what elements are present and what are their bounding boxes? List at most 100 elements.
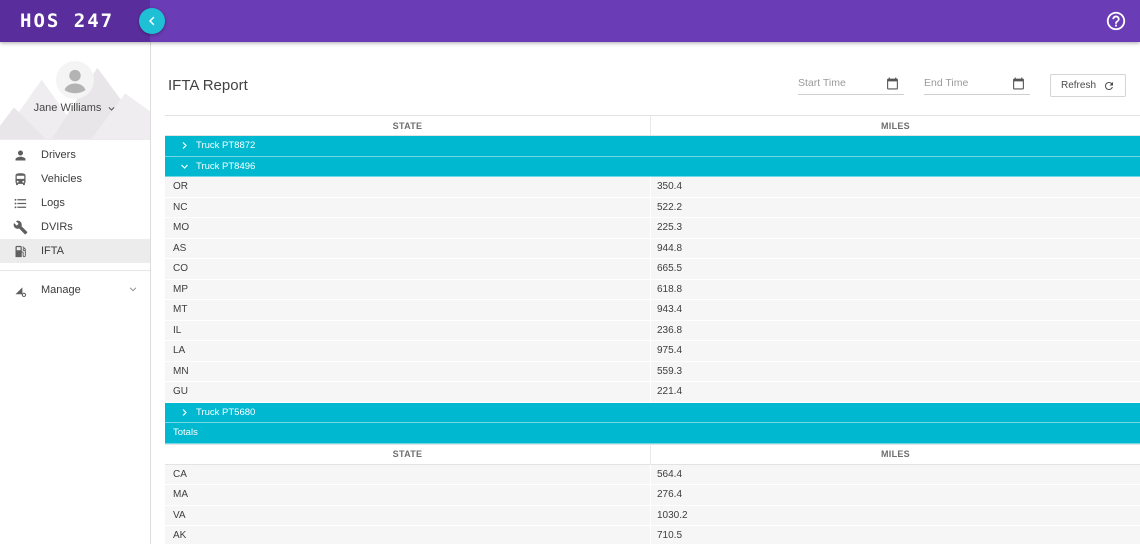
state-cell: NC	[173, 201, 188, 213]
table-header-row: STATE MILES	[165, 115, 1140, 136]
state-column-header: STATE	[392, 449, 423, 459]
state-cell: MN	[173, 365, 189, 377]
table-row: OR 350.4	[165, 177, 1140, 198]
state-cell: MO	[173, 222, 190, 234]
sidebar-item-label: Vehicles	[41, 173, 82, 185]
start-time-field	[797, 77, 904, 95]
table-row: LA 975.4	[165, 341, 1140, 362]
table-row: AK 710.5	[165, 526, 1140, 544]
miles-cell: 665.5	[650, 259, 1140, 279]
end-time-input[interactable]	[923, 77, 1012, 89]
totals-label: Totals	[173, 427, 198, 439]
help-button[interactable]	[1105, 10, 1127, 32]
miles-cell: 944.8	[650, 238, 1140, 258]
state-cell: CO	[173, 263, 188, 275]
sidebar-item-label: IFTA	[41, 245, 65, 257]
miles-cell: 618.8	[650, 279, 1140, 299]
main-content: IFTA Report Refresh STATE MILES	[151, 42, 1140, 544]
truck-group-row[interactable]: Truck PT8872	[165, 136, 1140, 157]
fuel-pump-icon	[15, 245, 26, 257]
table-row: MN 559.3	[165, 361, 1140, 382]
miles-cell: 522.2	[650, 197, 1140, 217]
refresh-button[interactable]: Refresh	[1049, 74, 1126, 97]
state-cell: CA	[173, 468, 187, 480]
user-profile[interactable]: Jane Williams	[0, 42, 150, 140]
miles-cell: 559.3	[650, 361, 1140, 381]
ruler-gear-icon	[15, 286, 27, 297]
miles-cell: 350.4	[650, 177, 1140, 197]
table-row: MA 276.4	[165, 485, 1140, 506]
chevron-left-icon	[149, 16, 155, 26]
page-title: IFTA Report	[168, 77, 248, 94]
table-row: NC 522.2	[165, 197, 1140, 218]
calendar-icon[interactable]	[886, 77, 899, 90]
sidebar-item-label: Manage	[41, 284, 81, 296]
miles-cell: 710.5	[650, 526, 1140, 544]
state-cell: VA	[173, 509, 186, 521]
sidebar-collapse-button[interactable]	[139, 8, 165, 34]
truck-group-row[interactable]: Truck PT5680	[165, 402, 1140, 423]
totals-row: Totals	[165, 423, 1140, 444]
table-row: GU 221.4	[165, 382, 1140, 403]
topbar: HOS 247	[0, 0, 1140, 42]
miles-cell: 225.3	[650, 218, 1140, 238]
truck-group-label: Truck PT8872	[196, 140, 256, 152]
page-header: IFTA Report Refresh	[151, 42, 1140, 115]
truck-group-label: Truck PT8496	[196, 160, 256, 172]
report-filters: Refresh	[797, 74, 1126, 97]
list-icon	[14, 198, 27, 208]
refresh-icon	[1105, 81, 1113, 90]
sidebar-item-label: Logs	[41, 197, 65, 209]
sidebar-item-logs[interactable]: Logs	[0, 191, 150, 215]
sidebar-item-drivers[interactable]: Drivers	[0, 143, 150, 167]
sidebar-item-label: Drivers	[41, 149, 76, 161]
miles-cell: 975.4	[650, 341, 1140, 361]
avatar	[56, 61, 94, 99]
state-cell: AK	[173, 530, 187, 542]
user-name: Jane Williams	[33, 102, 102, 114]
miles-cell: 943.4	[650, 300, 1140, 320]
table-header-row: STATE MILES	[165, 443, 1140, 465]
sidebar: Jane Williams Drivers Vehicles Logs DVIR…	[0, 42, 151, 544]
state-cell: GU	[173, 386, 188, 398]
miles-cell: 221.4	[650, 382, 1140, 402]
chevron-down-icon	[181, 164, 188, 169]
state-cell: IL	[173, 324, 182, 336]
miles-column-header: MILES	[650, 116, 1140, 135]
help-icon	[1106, 11, 1126, 31]
wrench-icon	[13, 220, 28, 234]
manage-expand-chevron	[128, 284, 138, 297]
ifta-table-body: Truck PT8872 Truck PT8496 OR 350.4 NC 522.2 MO…	[165, 136, 1140, 544]
sidebar-item-vehicles[interactable]: Vehicles	[0, 167, 150, 191]
miles-column-header: MILES	[650, 444, 1140, 464]
sidebar-item-dvirs[interactable]: DVIRs	[0, 215, 150, 239]
chevron-right-icon	[182, 408, 187, 416]
chevron-down-icon	[108, 106, 115, 111]
profile-background-mountains	[0, 67, 150, 139]
state-cell: MT	[173, 304, 188, 316]
truck-group-label: Truck PT5680	[196, 406, 256, 418]
table-row: MP 618.8	[165, 279, 1140, 300]
ifta-table: STATE MILES Truck PT8872 Truck PT8496 OR 35…	[165, 115, 1140, 544]
miles-cell: 276.4	[650, 485, 1140, 505]
table-row: CO 665.5	[165, 259, 1140, 280]
state-cell: AS	[173, 242, 187, 254]
truck-group-row[interactable]: Truck PT8496	[165, 156, 1140, 177]
chevron-right-icon	[182, 142, 187, 150]
end-time-field	[923, 77, 1030, 95]
sidebar-item-ifta[interactable]: IFTA	[0, 239, 150, 263]
sidebar-item-label: DVIRs	[41, 221, 73, 233]
person-icon	[15, 150, 26, 160]
start-time-input[interactable]	[797, 77, 886, 89]
user-name-row[interactable]: Jane Williams	[0, 102, 150, 114]
table-row: VA 1030.2	[165, 505, 1140, 526]
table-row: MT 943.4	[165, 300, 1140, 321]
app-logo-text: HOS 247	[20, 10, 115, 32]
sidebar-divider	[0, 270, 150, 271]
sidebar-item-manage[interactable]: Manage	[0, 278, 150, 302]
calendar-icon[interactable]	[1012, 77, 1025, 90]
table-row: IL 236.8	[165, 320, 1140, 341]
state-cell: MA	[173, 489, 188, 501]
state-column-header: STATE	[392, 120, 423, 131]
miles-cell: 564.4	[650, 464, 1140, 484]
